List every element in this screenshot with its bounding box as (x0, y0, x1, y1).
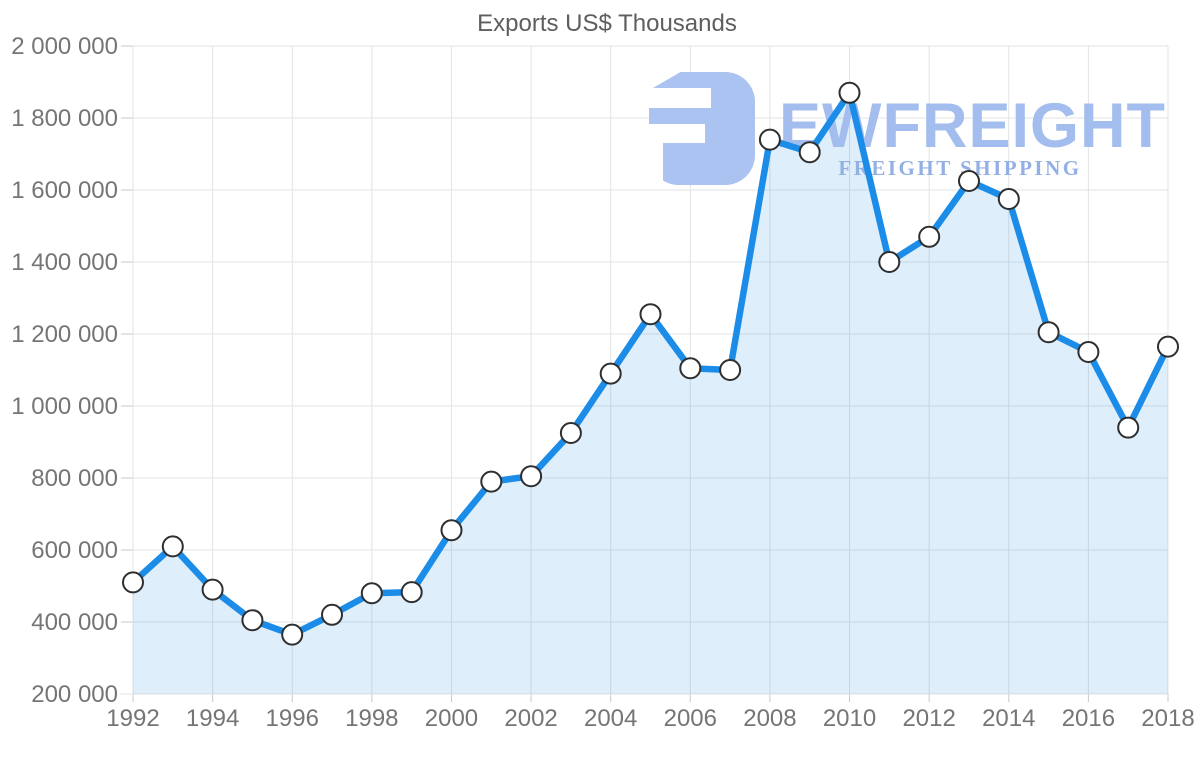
y-axis-label: 1 200 000 (11, 321, 118, 348)
data-point-2000[interactable] (440, 519, 463, 542)
data-point-2014[interactable] (997, 188, 1020, 210)
axis-label-layer: 200 000 400 000 600 000 800 000 1 000 000 1 2… (11, 33, 1194, 732)
y-axis-label: 1 000 000 (11, 393, 118, 420)
x-axis-label: 2002 (504, 705, 557, 732)
data-point-2009[interactable] (798, 141, 821, 164)
data-point-1994[interactable] (201, 578, 224, 601)
data-point-2001[interactable] (480, 470, 503, 493)
y-axis-label: 1 600 000 (11, 177, 118, 204)
data-point-1999[interactable] (400, 581, 423, 604)
y-axis-label: 1 800 000 (11, 105, 118, 132)
data-point-2005[interactable] (639, 303, 662, 326)
x-axis-label: 2014 (982, 705, 1035, 732)
data-point-1992[interactable] (122, 571, 144, 594)
data-point-2002[interactable] (520, 465, 543, 488)
data-point-2017[interactable] (1117, 416, 1140, 439)
data-point-2015[interactable] (1037, 321, 1060, 344)
data-point-2008[interactable] (758, 128, 781, 151)
data-point-2007[interactable] (719, 359, 742, 381)
y-axis-label: 800 000 (31, 465, 118, 492)
y-axis-label: 2 000 000 (11, 33, 118, 60)
data-point-1993[interactable] (161, 535, 184, 558)
y-axis-label: 400 000 (31, 609, 118, 636)
x-axis-label: 2016 (1062, 705, 1115, 732)
chart-title: Exports US$ Thousands (477, 10, 737, 37)
y-axis-label: 1 400 000 (11, 249, 118, 276)
watermark-brand-text: EWFREIGHT (779, 91, 1166, 161)
freight-logo-icon (646, 70, 755, 188)
x-axis-label: 2000 (425, 705, 478, 732)
watermark: EWFREIGHT FREIGHT SHIPPING (646, 70, 1166, 188)
marker-layer (122, 81, 1179, 646)
data-point-2012[interactable] (918, 225, 941, 248)
y-axis-label: 600 000 (31, 537, 118, 564)
data-point-2006[interactable] (679, 357, 702, 380)
x-axis-label: 2018 (1141, 705, 1194, 732)
data-point-1995[interactable] (241, 609, 264, 632)
x-axis-label: 1992 (106, 705, 159, 732)
data-point-1998[interactable] (360, 582, 383, 605)
exports-area-fill (133, 92, 1168, 695)
x-axis-label: 2010 (823, 705, 876, 732)
data-point-2010[interactable] (838, 81, 861, 104)
data-point-2003[interactable] (559, 422, 582, 444)
x-axis-label: 2008 (743, 705, 796, 732)
data-point-2004[interactable] (599, 362, 622, 385)
data-point-2016[interactable] (1077, 341, 1100, 363)
x-axis-label: 1996 (266, 705, 319, 732)
x-axis-label: 1994 (186, 705, 239, 732)
x-axis-label: 2006 (664, 705, 717, 732)
y-axis-label: 200 000 (31, 681, 118, 708)
data-point-1996[interactable] (281, 623, 304, 646)
area-fill-layer (133, 92, 1168, 695)
x-axis-label: 2012 (902, 705, 955, 732)
x-axis-label: 2004 (584, 705, 637, 732)
data-point-2013[interactable] (958, 170, 980, 192)
data-point-2011[interactable] (878, 251, 901, 273)
x-axis-label: 1998 (345, 705, 398, 732)
watermark-tagline-text: FREIGHT SHIPPING (838, 156, 1081, 180)
data-point-2018[interactable] (1157, 335, 1179, 358)
data-point-1997[interactable] (321, 603, 343, 626)
